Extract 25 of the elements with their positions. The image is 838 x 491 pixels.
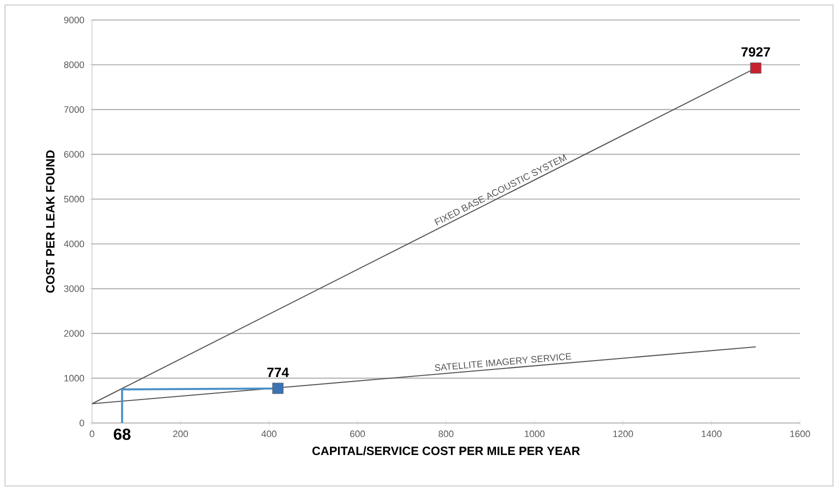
data-label: 774 — [267, 368, 289, 377]
y-tick-label: 4000 — [64, 240, 84, 248]
y-tick-label: 7000 — [64, 106, 84, 113]
y-tick-label: 5000 — [64, 196, 84, 202]
y-tick-label: 6000 — [64, 151, 84, 158]
x-tick-label: 600 — [350, 430, 365, 438]
y-tick-label: 1000 — [64, 374, 84, 382]
y-tick-label: 8000 — [64, 61, 84, 68]
x-tick-label: 1000 — [524, 430, 545, 438]
data-label: 7927 — [741, 47, 770, 57]
series-label: SATELLITE IMAGERY SERVICE — [435, 352, 572, 371]
x-tick-label: 0 — [90, 430, 94, 438]
annotation: 68 — [114, 428, 130, 440]
y-tick-label: 0 — [80, 420, 84, 426]
x-tick-label: 400 — [261, 430, 276, 438]
y-tick-label: 3000 — [64, 285, 84, 292]
y-axis-title: COST PER LEAK FOUND — [46, 150, 55, 293]
x-tick-label: 1200 — [613, 430, 634, 438]
y-tick-label: 2000 — [64, 330, 84, 337]
x-tick-label: 1600 — [790, 430, 810, 438]
x-tick-label: 1400 — [702, 430, 722, 438]
x-tick-label: 800 — [438, 430, 454, 438]
x-axis-title: CAPITAL/SERVICE COST PER MILE PER YEAR — [312, 446, 580, 456]
x-tick-label: 200 — [173, 430, 188, 438]
y-tick-label: 9000 — [64, 16, 84, 24]
